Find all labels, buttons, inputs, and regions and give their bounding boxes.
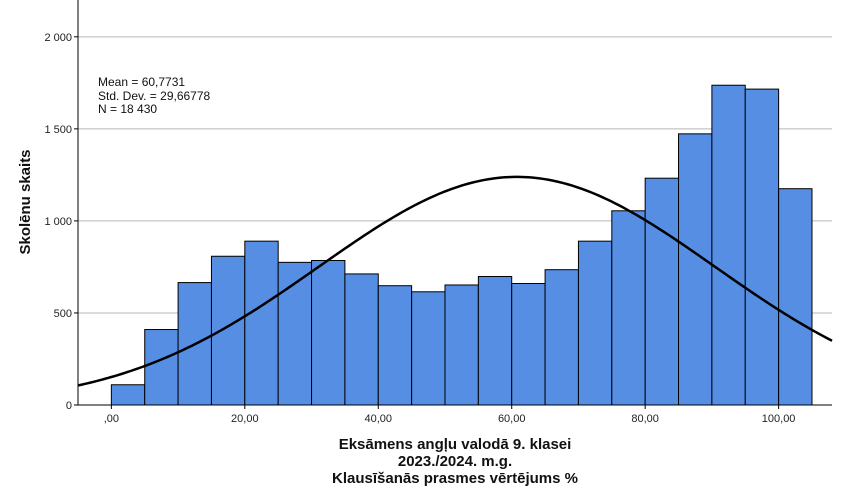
x-axis-title-line-1: Eksāmens angļu valodā 9. klasei	[339, 436, 572, 453]
histogram-bar	[377, 285, 413, 406]
y-tick-label: 1 000	[44, 216, 72, 228]
histogram-bar	[210, 255, 246, 406]
histogram-bar	[744, 88, 780, 406]
histogram-bar	[110, 384, 146, 406]
x-axis-title-line-2: 2023./2024. m.g.	[398, 453, 512, 470]
x-tick-label: 80,00	[631, 413, 659, 425]
x-tick-label: 100,00	[762, 413, 796, 425]
y-tick-label: 2 000	[44, 32, 72, 44]
x-tick-label: 60,00	[498, 413, 526, 425]
stats-n: N = 18 430	[98, 102, 157, 116]
histogram-bar	[678, 133, 713, 406]
histogram-bar	[244, 240, 279, 406]
y-tick-label: 1 500	[44, 124, 72, 136]
x-tick-label: 40,00	[364, 413, 392, 425]
x-tick-label: 20,00	[231, 413, 259, 425]
x-axis-title: Eksāmens angļu valodā 9. klasei 2023./20…	[332, 436, 578, 487]
histogram-bar	[344, 273, 379, 406]
histogram-bar	[577, 240, 613, 406]
bars	[110, 84, 813, 406]
histogram-bar	[144, 329, 179, 406]
y-axis-title: Skolēnu skaits	[17, 149, 34, 254]
tick-labels: 0 500 1 000 1 500 2 000 ,00 20,00 40,00 60,00 80,…	[44, 32, 795, 425]
stats-mean: Mean = 60,7731	[98, 75, 185, 89]
x-axis-title-line-3: Klausīšanās prasmes vērtējums %	[332, 470, 578, 487]
histogram-bar	[711, 84, 746, 406]
normal-curve-layer	[77, 175, 833, 387]
histogram-bar	[544, 269, 579, 406]
histogram-bar	[477, 276, 513, 406]
histogram-bar	[311, 259, 346, 406]
histogram-bar	[444, 284, 479, 406]
y-tick-label: 0	[66, 400, 72, 412]
histogram-bar	[611, 210, 646, 406]
histogram-bar	[411, 291, 446, 406]
histogram-bar	[511, 283, 546, 406]
stats-std-dev: Std. Dev. = 29,66778	[98, 89, 211, 103]
y-tick-label: 500	[54, 308, 72, 320]
histogram-bar	[778, 188, 813, 406]
stats-box: Mean = 60,7731 Std. Dev. = 29,66778 N = …	[98, 75, 211, 116]
axes	[74, 0, 832, 409]
x-tick-label: ,00	[104, 413, 119, 425]
normal-curve	[77, 175, 833, 387]
histogram-bar	[644, 177, 680, 406]
